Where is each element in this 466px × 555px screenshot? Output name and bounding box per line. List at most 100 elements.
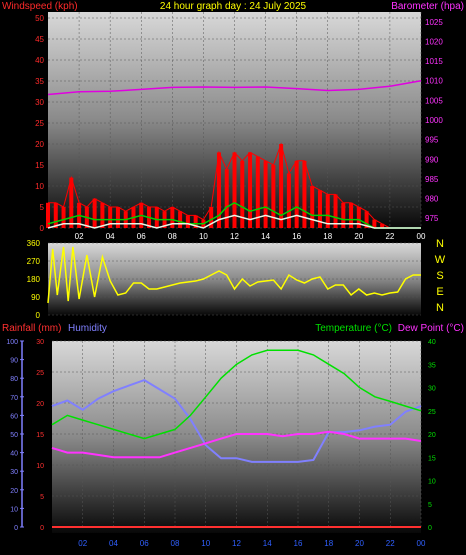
- windspeed-tick-label: 50: [35, 14, 44, 23]
- windspeed-bar: [92, 198, 97, 228]
- gust-line: [47, 201, 421, 229]
- barometer-line: [47, 79, 422, 96]
- windspeed-bar: [154, 207, 159, 228]
- compass-letter: S: [436, 270, 443, 282]
- windspeed-bar: [380, 223, 385, 228]
- x-tick-label: 12: [232, 539, 241, 548]
- windspeed-bar: [333, 194, 338, 228]
- temperature-tick-label: 0: [428, 525, 432, 532]
- temperature-tick-label: 20: [428, 432, 436, 439]
- humidity-tick-label: 100: [6, 339, 18, 346]
- windspeed-bar: [69, 177, 74, 228]
- rain-temp-x-ticks: 02 04 06 08 10 12 14 16 18 20 22 00: [78, 539, 426, 548]
- humidity-tick-label: 60: [10, 413, 18, 420]
- humidity-tick-label: 20: [10, 488, 18, 495]
- windspeed-bar: [349, 202, 354, 228]
- temperature-tick-label: 5: [428, 502, 432, 509]
- wind-direction-line: [47, 246, 421, 304]
- x-tick-label: 18: [323, 232, 332, 241]
- direction-tick-label: 0: [36, 311, 41, 320]
- x-tick-label: 20: [355, 539, 364, 548]
- direction-tick-label: 90: [31, 293, 40, 302]
- humidity-tick-label: 70: [10, 395, 18, 402]
- rainfall-axis-label: Rainfall (mm): [2, 323, 61, 334]
- windspeed-bar: [185, 215, 190, 228]
- x-tick-label: 16: [292, 232, 301, 241]
- humidity-tick-label: 10: [10, 506, 18, 513]
- barometer-tick-label: 985: [425, 175, 439, 184]
- windspeed-y-ticks: 0 5 10 15 20 25 30 35 40 45 50: [35, 14, 44, 233]
- direction-y-ticks: 0 90 180 270 360: [27, 239, 41, 320]
- windspeed-axis-label: Windspeed (kph): [2, 1, 78, 12]
- direction-tick-label: 270: [27, 257, 41, 266]
- windspeed-bar: [255, 156, 260, 228]
- windspeed-tick-label: 45: [35, 35, 44, 44]
- windspeed-bar: [356, 207, 361, 228]
- windspeed-bar: [325, 194, 330, 228]
- x-tick-label: 00: [417, 232, 426, 241]
- wind-baro-series: [46, 79, 422, 229]
- barometer-tick-label: 975: [425, 214, 439, 223]
- x-tick-label: 04: [109, 539, 118, 548]
- barometer-tick-label: 1000: [425, 116, 443, 125]
- humidity-line: [51, 378, 422, 463]
- rainfall-tick-label: 5: [40, 494, 44, 501]
- windspeed-bar: [100, 202, 105, 228]
- rainfall-tick-label: 25: [36, 370, 44, 377]
- humidity-tick-label: 90: [10, 358, 18, 365]
- rainfall-tick-label: 0: [40, 525, 44, 532]
- x-tick-label: 22: [385, 232, 394, 241]
- humidity-tick-label: 30: [10, 469, 18, 476]
- windspeed-bar: [310, 186, 315, 228]
- wind-baro-panel: Windspeed (kph) 24 hour graph day : 24 J…: [2, 1, 464, 241]
- windspeed-tick-label: 5: [40, 203, 45, 212]
- temperature-tick-label: 15: [428, 455, 436, 462]
- temperature-tick-label: 35: [428, 362, 436, 369]
- x-tick-label: 20: [354, 232, 363, 241]
- x-tick-label: 00: [417, 539, 426, 548]
- compass-letter: N: [436, 302, 444, 314]
- windspeed-bar: [108, 207, 113, 228]
- windspeed-bar: [193, 215, 198, 228]
- graph-title: 24 hour graph day : 24 July 2025: [160, 1, 307, 12]
- windspeed-bar: [170, 207, 175, 228]
- rainfall-tick-label: 30: [36, 339, 44, 346]
- direction-tick-label: 180: [27, 275, 41, 284]
- humidity-axis-label: Humidity: [68, 323, 107, 334]
- windspeed-tick-label: 30: [35, 98, 44, 107]
- compass-letter: W: [435, 254, 446, 266]
- barometer-tick-label: 1010: [425, 77, 443, 86]
- humidity-tick-label: 80: [10, 376, 18, 383]
- windspeed-tick-label: 35: [35, 77, 44, 86]
- windspeed-bar: [209, 207, 214, 228]
- humidity-tick-label: 50: [10, 432, 18, 439]
- compass-letter: N: [436, 238, 444, 250]
- compass-letter: E: [436, 286, 443, 298]
- windspeed-bar: [271, 165, 276, 228]
- windspeed-bar: [115, 207, 120, 228]
- rainfall-tick-label: 20: [36, 401, 44, 408]
- x-tick-label: 02: [75, 232, 84, 241]
- x-tick-label: 02: [78, 539, 87, 548]
- windspeed-tick-label: 25: [35, 119, 44, 128]
- x-tick-label: 06: [137, 232, 146, 241]
- windspeed-tick-label: 15: [35, 161, 44, 170]
- x-tick-label: 22: [386, 539, 395, 548]
- barometer-tick-label: 1005: [425, 96, 443, 105]
- windspeed-bar: [216, 152, 221, 228]
- windspeed-bar: [61, 207, 66, 228]
- average-line: [47, 214, 421, 229]
- dewpoint-line: [51, 430, 422, 459]
- windspeed-bar: [53, 202, 58, 228]
- barometer-y-ticks: 975 980 985 990 995 1000 1005 1010 1015 1020 1025: [425, 18, 443, 223]
- rain-temp-series: [51, 349, 422, 528]
- x-tick-label: 14: [263, 539, 272, 548]
- windspeed-bar: [263, 160, 268, 228]
- x-tick-label: 06: [140, 539, 149, 548]
- barometer-axis-label: Barometer (hpa): [391, 1, 464, 12]
- windspeed-line: [48, 142, 421, 229]
